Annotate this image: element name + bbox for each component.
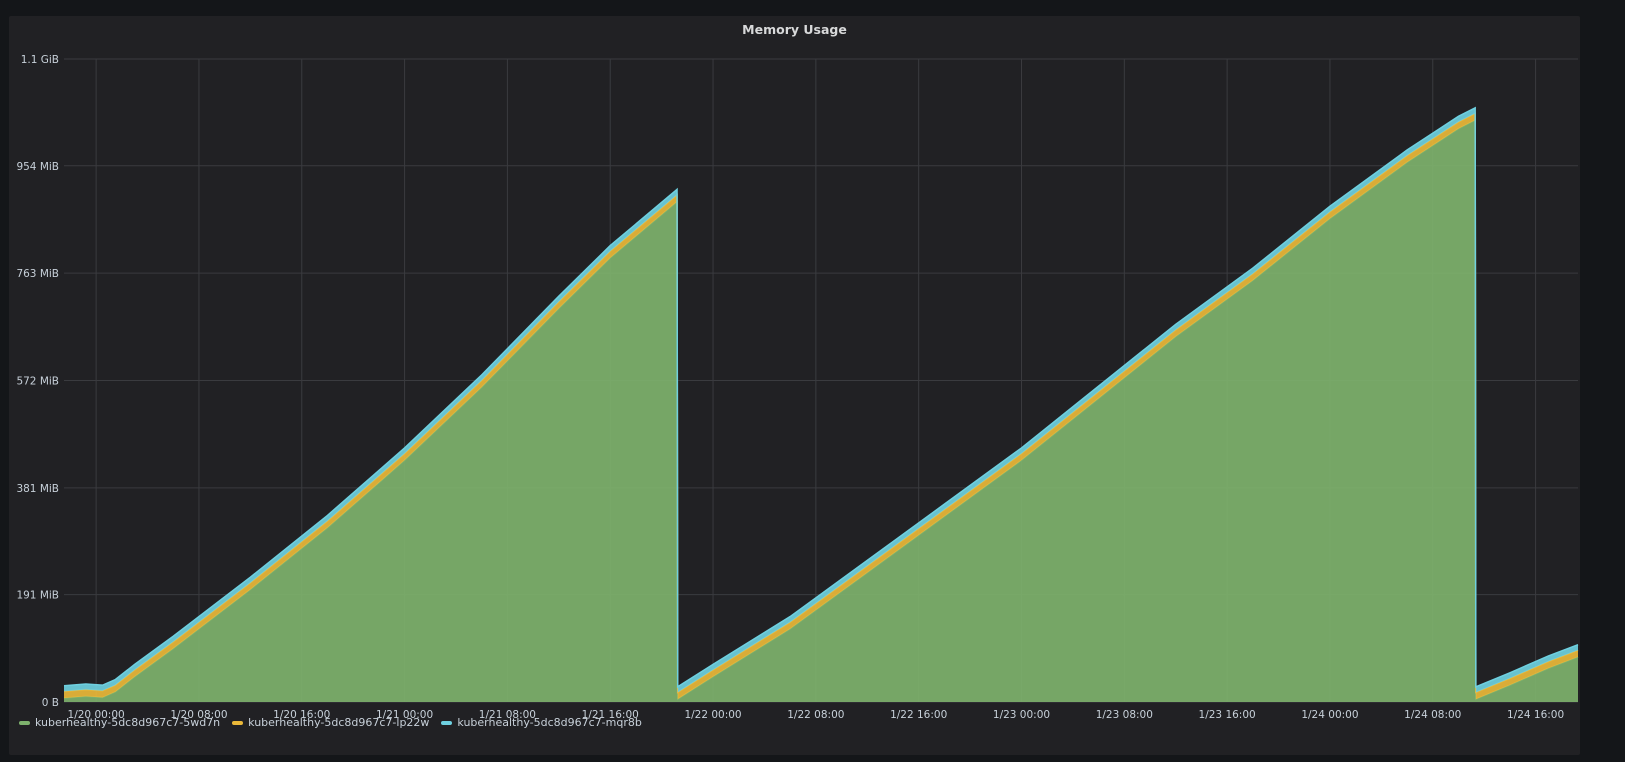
legend-swatch [19, 720, 30, 725]
y-tick-label: 0 B [42, 697, 59, 709]
x-tick-label: 1/20 16:00 [273, 709, 330, 721]
x-tick-label: 1/20 00:00 [68, 709, 125, 721]
chart-title: Memory Usage [742, 22, 847, 37]
x-tick-label: 1/21 16:00 [582, 709, 639, 721]
y-tick-label: 763 MiB [16, 268, 59, 280]
x-tick-label: 1/21 08:00 [479, 709, 536, 721]
series-line [63, 106, 1579, 689]
y-tick-label: 191 MiB [16, 590, 59, 602]
x-tick-label: 1/21 00:00 [376, 709, 433, 721]
legend-item[interactable]: kuberhealthy-5dc8d967c7-mqr8b [441, 716, 642, 729]
x-tick-label: 1/20 08:00 [170, 709, 227, 721]
y-tick-label: 572 MiB [16, 376, 59, 388]
legend-item[interactable]: kuberhealthy-5dc8d967c7-lp22w [232, 716, 429, 729]
legend-label: kuberhealthy-5dc8d967c7-5wd7n [35, 716, 221, 729]
x-tick-label: 1/22 08:00 [787, 709, 844, 721]
legend-label: kuberhealthy-5dc8d967c7-mqr8b [457, 716, 642, 729]
x-tick-label: 1/23 16:00 [1199, 709, 1256, 721]
x-tick-label: 1/22 16:00 [890, 709, 947, 721]
legend-swatch [232, 720, 244, 725]
y-tick-label: 954 MiB [16, 161, 59, 173]
x-tick-label: 1/24 00:00 [1301, 709, 1358, 721]
chart-legend: kuberhealthy-5dc8d967c7-5wd7n kuberhealth… [19, 716, 642, 729]
x-tick-label: 1/24 16:00 [1507, 709, 1564, 721]
x-tick-label: 1/22 00:00 [684, 709, 741, 721]
x-tick-label: 1/23 00:00 [993, 709, 1050, 721]
legend-item[interactable]: kuberhealthy-5dc8d967c7-5wd7n [19, 716, 220, 729]
x-tick-label: 1/24 08:00 [1404, 709, 1461, 721]
x-tick-label: 1/23 08:00 [1096, 709, 1153, 721]
legend-swatch [441, 720, 453, 725]
y-tick-label: 1.1 GiB [21, 54, 59, 66]
y-tick-label: 381 MiB [16, 483, 59, 495]
legend-label: kuberhealthy-5dc8d967c7-lp22w [248, 716, 430, 729]
series-area [64, 120, 1578, 702]
